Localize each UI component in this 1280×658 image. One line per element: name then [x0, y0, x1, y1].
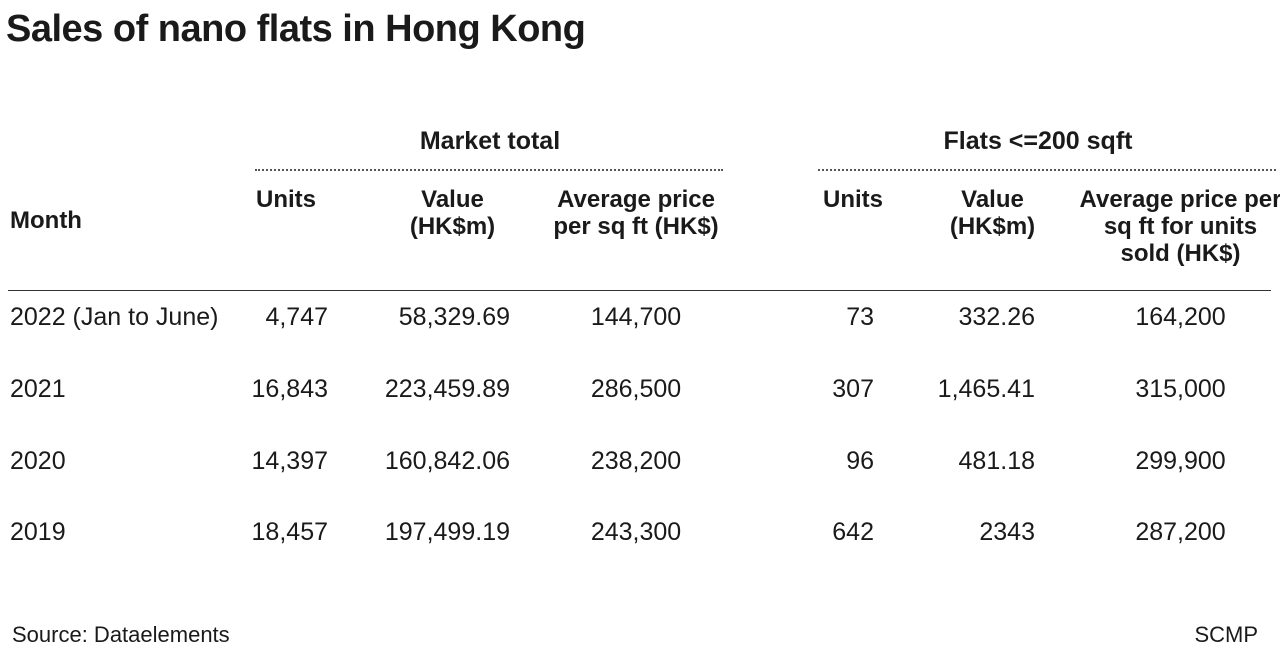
column-header-average-price: Average price per sq ft (HK$): [553, 186, 719, 240]
group-divider-market-total: [255, 169, 723, 171]
cell-small-value: 1,465.41: [937, 375, 1035, 403]
cell-value: 197,499.19: [384, 518, 510, 546]
cell-units: 4,747: [265, 303, 328, 331]
cell-average-price: 243,300: [590, 518, 682, 546]
column-header-value: Value (HK$m): [409, 186, 496, 240]
source-note: Source: Dataelements: [12, 622, 230, 647]
cell-units: 18,457: [251, 518, 328, 546]
cell-units: 14,397: [251, 447, 328, 475]
cell-value: 223,459.89: [384, 375, 510, 403]
cell-units: 16,843: [251, 375, 328, 403]
cell-month: 2019: [10, 518, 66, 546]
cell-value: 58,329.69: [398, 303, 510, 331]
column-header-small-average-price: Average price per sq ft for units sold (…: [1079, 186, 1280, 267]
cell-small-value: 2343: [979, 518, 1035, 546]
group-header-small-flats: Flats <=200 sqft: [943, 127, 1133, 155]
cell-small-average-price: 299,900: [1135, 447, 1226, 475]
cell-small-units: 96: [846, 447, 874, 475]
cell-value: 160,842.06: [384, 447, 510, 475]
cell-month: 2022 (Jan to June): [10, 303, 219, 331]
cell-small-units: 307: [832, 375, 874, 403]
cell-small-value: 481.18: [958, 447, 1035, 475]
cell-small-average-price: 164,200: [1135, 303, 1226, 331]
cell-small-units: 73: [846, 303, 874, 331]
cell-average-price: 144,700: [590, 303, 682, 331]
column-header-units: Units: [256, 186, 316, 213]
group-divider-small-flats: [818, 169, 1276, 171]
header-rule: [8, 290, 1271, 291]
group-header-market-total: Market total: [419, 127, 561, 155]
cell-small-units: 642: [832, 518, 874, 546]
cell-average-price: 238,200: [590, 447, 682, 475]
column-header-month: Month: [10, 207, 82, 234]
cell-small-average-price: 315,000: [1135, 375, 1226, 403]
publisher-credit: SCMP: [1194, 622, 1258, 647]
cell-small-value: 332.26: [958, 303, 1035, 331]
column-header-small-units: Units: [823, 186, 883, 213]
cell-month: 2021: [10, 375, 66, 403]
column-header-small-value: Value (HK$m): [949, 186, 1036, 240]
chart-title: Sales of nano flats in Hong Kong: [6, 8, 586, 50]
cell-small-average-price: 287,200: [1135, 518, 1226, 546]
cell-month: 2020: [10, 447, 66, 475]
cell-average-price: 286,500: [590, 375, 682, 403]
